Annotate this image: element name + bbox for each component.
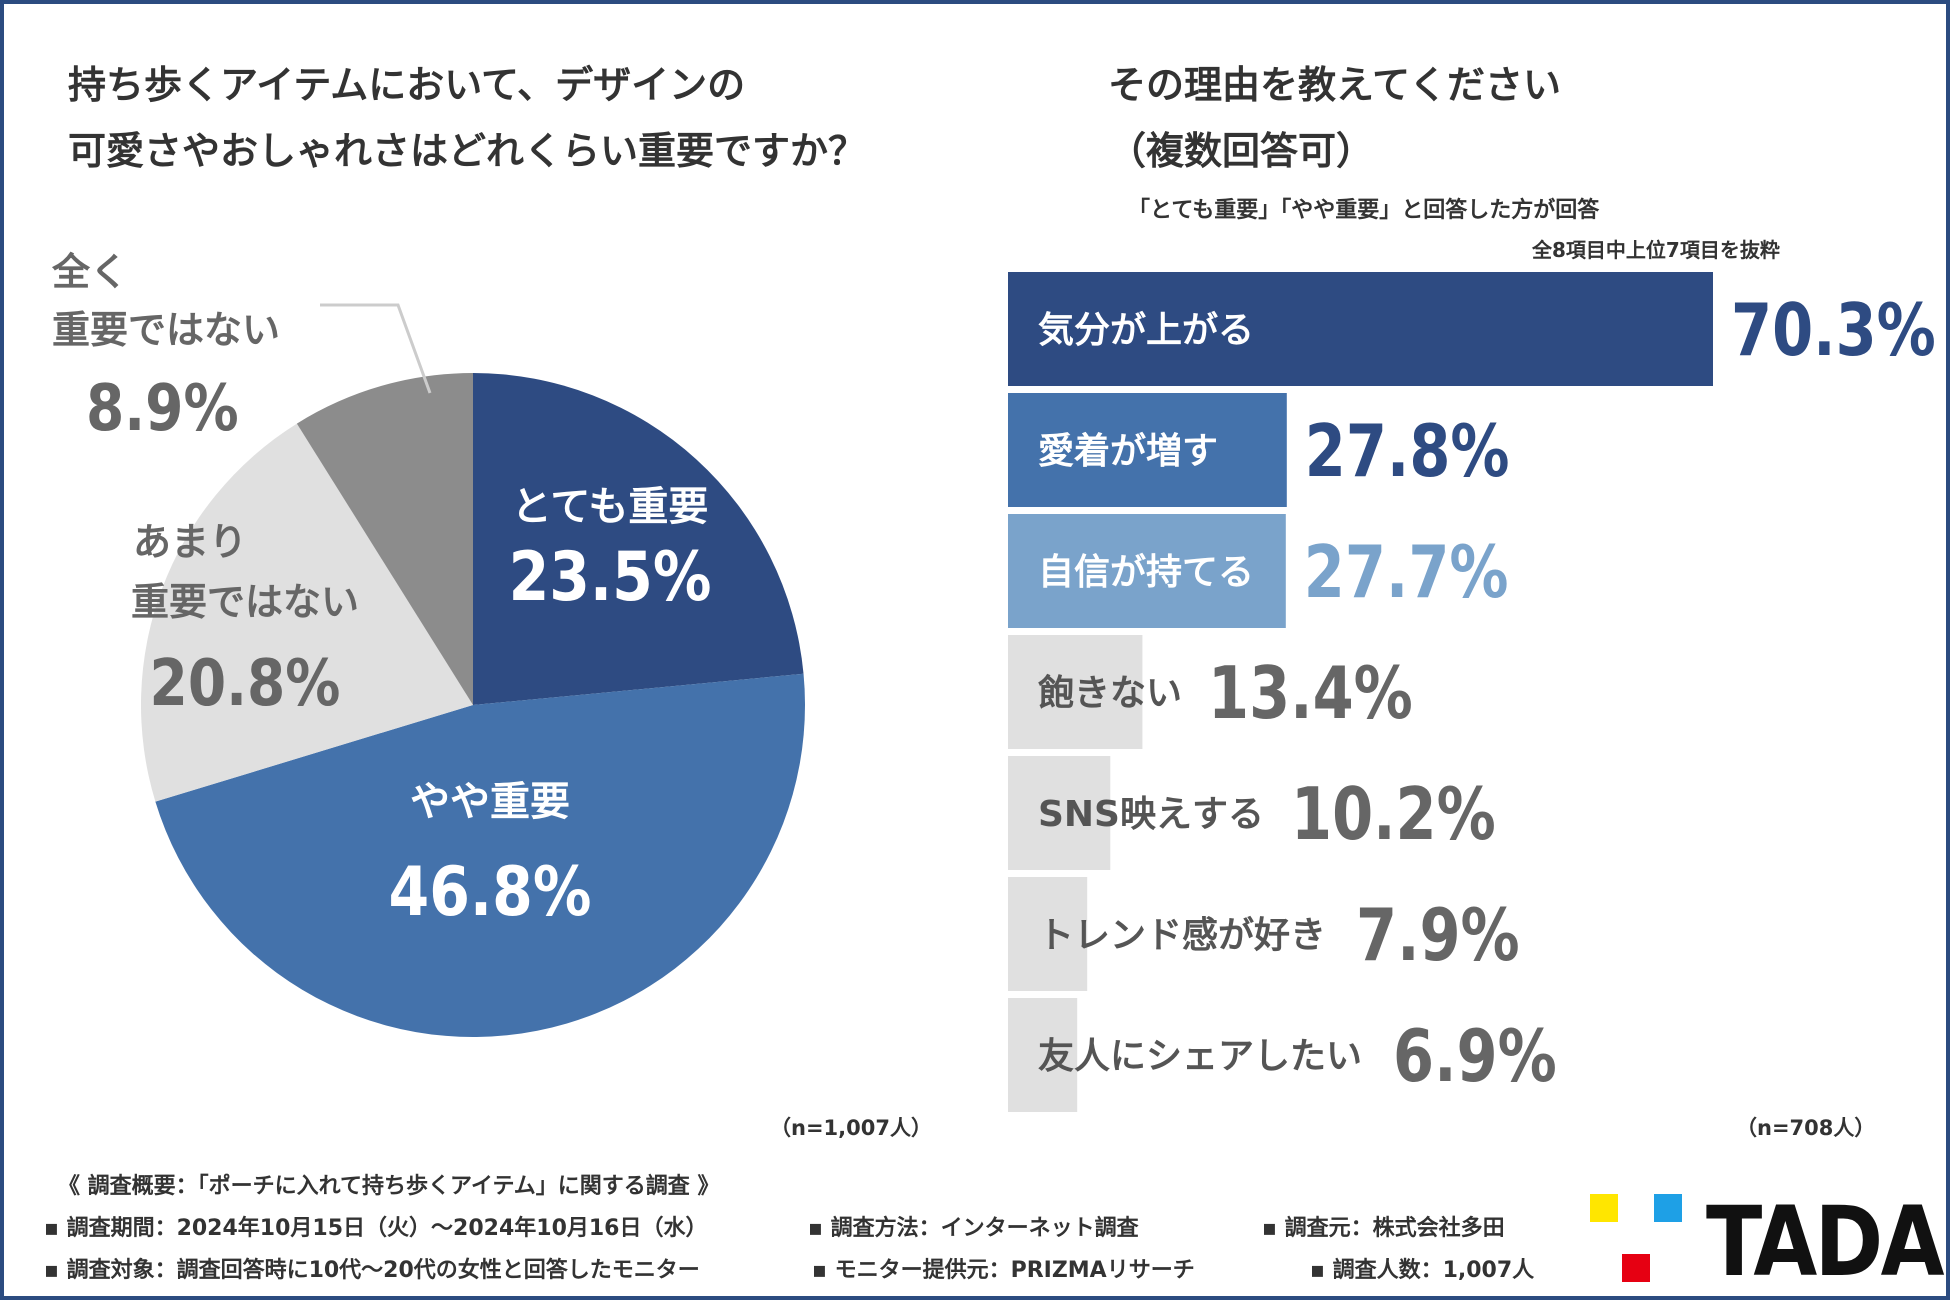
bar-subnote-top7: 全8項目中上位7項目を抜粋 xyxy=(1532,238,1780,262)
bar-label-attachment: 愛着が増す xyxy=(1038,431,1218,472)
bar-not-bored xyxy=(1008,635,1143,749)
pie-title-line2: 可愛さやおしゃれさはどれくらい重要ですか？ xyxy=(68,129,867,173)
pie-label-somewhat-important: やや重要 xyxy=(410,779,570,825)
pie-slice-not-important-at-all xyxy=(296,373,473,705)
survey-count: ▪ 調査人数：1,007人 xyxy=(1310,1258,1535,1283)
pie-label-very-important: とても重要 xyxy=(512,484,709,530)
bar-value-not-bored: 13.4% xyxy=(1208,651,1413,735)
logo-yellow-square xyxy=(1590,1194,1618,1222)
survey-provider: ▪ モニター提供元：PRIZMAリサーチ xyxy=(812,1258,1195,1283)
bar-value-confidence: 27.7% xyxy=(1304,530,1509,614)
pie-value-not-very-important: 20.8% xyxy=(150,647,341,721)
bar-attachment xyxy=(1008,393,1287,507)
bar-label-mood-up: 気分が上がる xyxy=(1038,310,1254,351)
pie-value-somewhat-important: 46.8% xyxy=(389,852,592,931)
bar-value-sns-worthy: 10.2% xyxy=(1291,772,1496,856)
pie-value-not-important-at-all: 8.9% xyxy=(86,372,239,446)
pie-label-not-important-at-all-line2: 重要ではない xyxy=(52,308,280,352)
bar-label-sns-worthy: SNS映えする xyxy=(1038,794,1264,835)
bar-label-not-bored: 飽きない xyxy=(1038,673,1182,714)
pie-value-very-important: 23.5% xyxy=(509,537,712,616)
bar-subnote-respondents: 「とても重要」「やや重要」と回答した方が回答 xyxy=(1128,198,1600,223)
logo-red-square xyxy=(1622,1254,1650,1282)
pie-slice-very-important xyxy=(473,373,804,705)
bar-mood-up xyxy=(1008,272,1713,386)
bar-label-trendy: トレンド感が好き xyxy=(1038,915,1326,956)
pie-n-note: （n=1,007人） xyxy=(770,1116,932,1140)
survey-method: ▪ 調査方法：インターネット調査 xyxy=(808,1216,1139,1241)
pie-label-not-very-important-line2: 重要ではない xyxy=(131,580,359,624)
pie-chart: とても重要23.5%やや重要46.8%あまり重要ではない20.8%全く重要ではな… xyxy=(51,250,806,1038)
bar-sns-worthy xyxy=(1008,756,1111,870)
tada-logo: TADA xyxy=(1590,1186,1944,1298)
bar-value-attachment: 27.8% xyxy=(1305,409,1510,493)
bar-n-note: （n=708人） xyxy=(1736,1116,1876,1140)
bar-label-confidence: 自信が持てる xyxy=(1038,552,1254,593)
bar-value-mood-up: 70.3% xyxy=(1731,288,1936,372)
pie-label-not-important-at-all-line1: 全く xyxy=(51,250,128,294)
bar-label-share-friends: 友人にシェアしたい xyxy=(1038,1036,1362,1077)
survey-source: ▪ 調査元：株式会社多田 xyxy=(1262,1216,1505,1241)
pie-leader-line xyxy=(320,303,432,394)
bar-title-line1: その理由を教えてください xyxy=(1108,63,1561,107)
bar-share-friends xyxy=(1008,998,1078,1112)
bar-trendy xyxy=(1008,877,1088,991)
logo-blue-square xyxy=(1654,1194,1682,1222)
pie-slice-not-very-important xyxy=(140,423,473,802)
survey-heading: 《 調査概要：「ポーチに入れて持ち歩くアイテム」に関する調査 》 xyxy=(58,1174,720,1199)
survey-target: ▪ 調査対象：調査回答時に10代～20代の女性と回答したモニター xyxy=(44,1258,700,1283)
bar-value-trendy: 7.9% xyxy=(1356,893,1520,977)
bar-confidence xyxy=(1008,514,1286,628)
bar-chart: 気分が上がる 70.3% 愛着が増す 27.8% 自信が持てる 27.7% 飽きない 13.4… xyxy=(1008,272,1936,1112)
pie-slice-somewhat-important xyxy=(155,673,806,1038)
logo-wordmark: TADA xyxy=(1706,1186,1944,1298)
pie-label-not-very-important-line1: あまり xyxy=(133,520,247,564)
pie-title-line1: 持ち歩くアイテムにおいて、デザインの xyxy=(68,63,746,107)
bar-title-line2: （複数回答可） xyxy=(1108,129,1375,173)
survey-period: ▪ 調査期間：2024年10月15日（火）～2024年10月16日（水） xyxy=(44,1216,708,1241)
bar-value-share-friends: 6.9% xyxy=(1393,1014,1557,1098)
